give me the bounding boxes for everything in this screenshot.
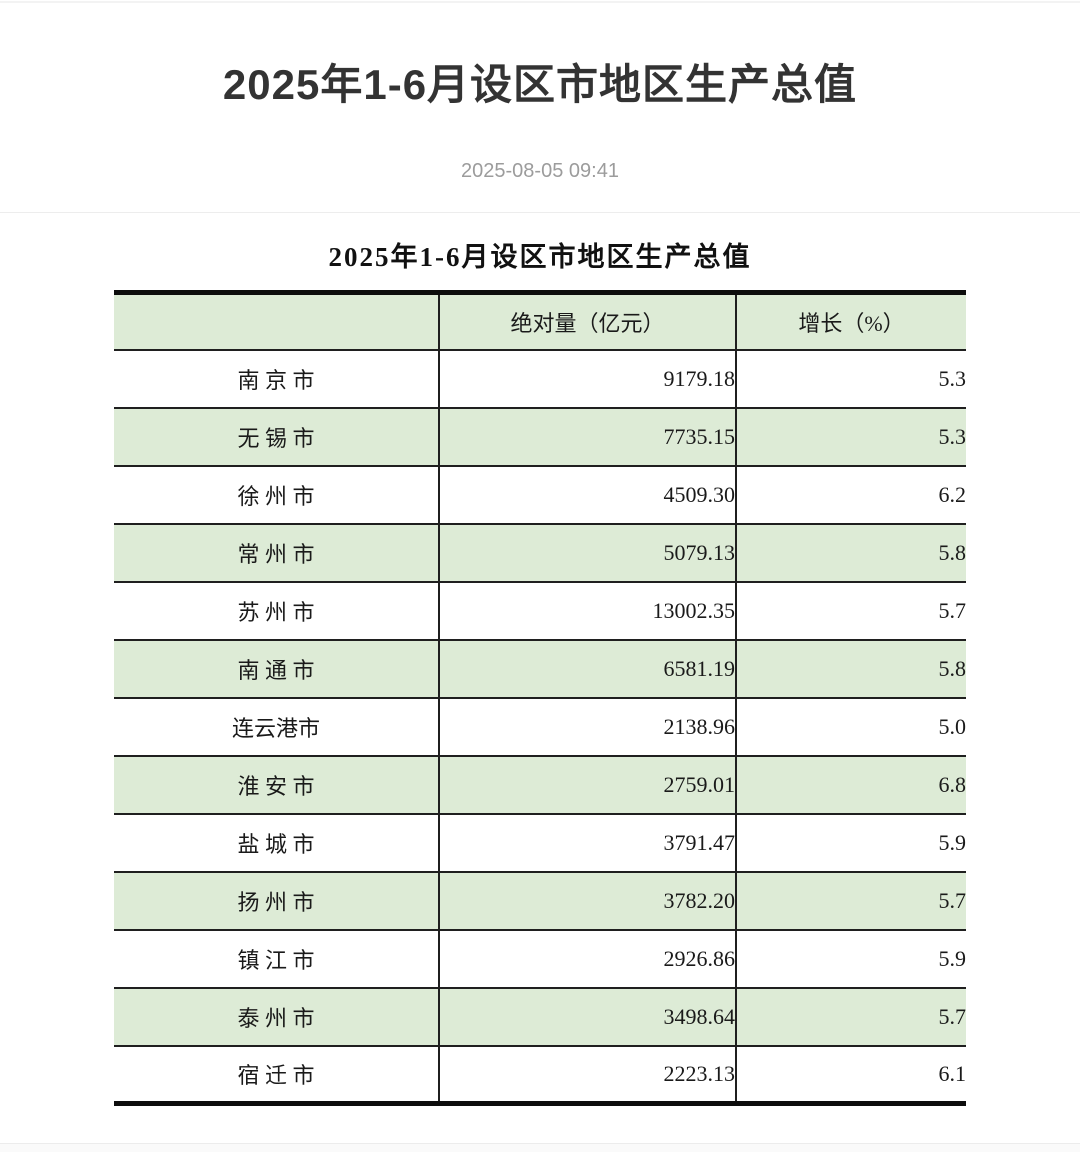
growth-cell: 5.9 [735, 812, 966, 873]
growth-cell: 5.3 [735, 348, 966, 409]
city-cell: 泰 州 市 [114, 986, 440, 1047]
publish-date: 2025-08-05 09:41 [461, 160, 619, 182]
value-cell: 13002.35 [438, 580, 737, 641]
table-row: 常 州 市 5079.13 5.8 [114, 522, 966, 583]
growth-cell: 6.1 [735, 1044, 966, 1105]
value-cell: 2759.01 [438, 754, 737, 815]
column-header-absolute-value: 绝对量（亿元） [438, 291, 737, 351]
growth-cell: 5.8 [735, 638, 966, 699]
value-cell: 2138.96 [438, 696, 737, 757]
city-cell: 盐 城 市 [114, 812, 440, 873]
city-cell: 扬 州 市 [114, 870, 440, 931]
table-row: 盐 城 市 3791.47 5.9 [114, 812, 966, 873]
table-row: 南 京 市 9179.18 5.3 [114, 348, 966, 409]
growth-cell: 5.7 [735, 870, 966, 931]
growth-cell: 6.8 [735, 754, 966, 815]
table-row: 徐 州 市 4509.30 6.2 [114, 464, 966, 525]
article-header: 2025年1-6月设区市地区生产总值 2025-08-05 09:41 [0, 3, 1080, 213]
value-cell: 5079.13 [438, 522, 737, 583]
table-header-row: 绝对量（亿元） 增长（%） [114, 291, 966, 351]
value-cell: 3782.20 [438, 870, 737, 931]
table-row: 扬 州 市 3782.20 5.7 [114, 870, 966, 931]
gdp-table: 绝对量（亿元） 增长（%） 南 京 市 9179.18 5.3 无 锡 市 77… [114, 290, 966, 1106]
city-cell: 常 州 市 [114, 522, 440, 583]
growth-cell: 5.9 [735, 928, 966, 989]
table-body: 南 京 市 9179.18 5.3 无 锡 市 7735.15 5.3 徐 州 … [114, 348, 966, 1105]
city-cell: 淮 安 市 [114, 754, 440, 815]
value-cell: 6581.19 [438, 638, 737, 699]
value-cell: 2926.86 [438, 928, 737, 989]
table-row: 泰 州 市 3498.64 5.7 [114, 986, 966, 1047]
value-cell: 7735.15 [438, 406, 737, 467]
value-cell: 4509.30 [438, 464, 737, 525]
table-row: 宿 迁 市 2223.13 6.1 [114, 1044, 966, 1105]
value-cell: 9179.18 [438, 348, 737, 409]
city-cell: 无 锡 市 [114, 406, 440, 467]
value-cell: 3791.47 [438, 812, 737, 873]
column-header-growth: 增长（%） [735, 291, 966, 351]
growth-cell: 5.0 [735, 696, 966, 757]
value-cell: 2223.13 [438, 1044, 737, 1105]
city-cell: 南 通 市 [114, 638, 440, 699]
page-title: 2025年1-6月设区市地区生产总值 [222, 61, 858, 108]
table-row: 镇 江 市 2926.86 5.9 [114, 928, 966, 989]
table-row: 南 通 市 6581.19 5.8 [114, 638, 966, 699]
page-bottom-edge [0, 1143, 1080, 1152]
growth-cell: 5.7 [735, 986, 966, 1047]
table-row: 连云港市 2138.96 5.0 [114, 696, 966, 757]
table-row: 淮 安 市 2759.01 6.8 [114, 754, 966, 815]
value-cell: 3498.64 [438, 986, 737, 1047]
city-cell: 宿 迁 市 [114, 1044, 440, 1105]
table-title: 2025年1-6月设区市地区生产总值 [328, 242, 752, 272]
page-top-edge [0, 0, 1080, 3]
column-header-city [114, 291, 440, 351]
city-cell: 徐 州 市 [114, 464, 440, 525]
growth-cell: 6.2 [735, 464, 966, 525]
growth-cell: 5.3 [735, 406, 966, 467]
city-cell: 苏 州 市 [114, 580, 440, 641]
table-row: 无 锡 市 7735.15 5.3 [114, 406, 966, 467]
city-cell: 连云港市 [114, 696, 440, 757]
growth-cell: 5.7 [735, 580, 966, 641]
table-row: 苏 州 市 13002.35 5.7 [114, 580, 966, 641]
table-section: 2025年1-6月设区市地区生产总值 绝对量（亿元） 增长（%） 南 京 市 9… [0, 239, 1080, 1106]
city-cell: 南 京 市 [114, 348, 440, 409]
growth-cell: 5.8 [735, 522, 966, 583]
city-cell: 镇 江 市 [114, 928, 440, 989]
